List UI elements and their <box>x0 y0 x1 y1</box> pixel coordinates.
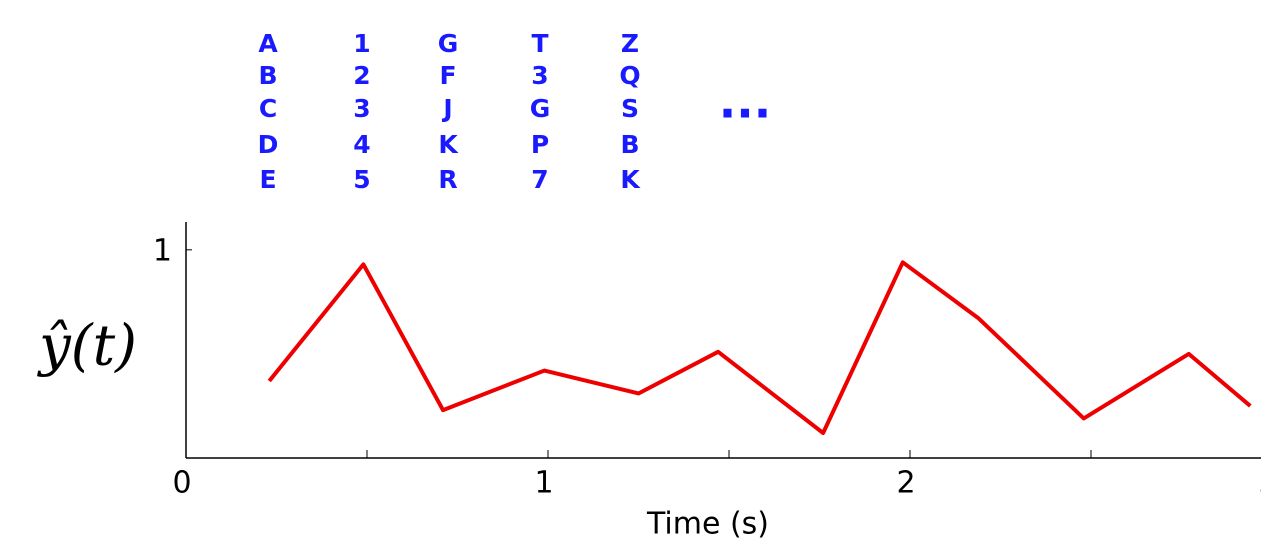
letter: 4 <box>353 130 370 159</box>
letter: G <box>438 29 459 58</box>
line <box>267 260 1252 436</box>
letter: T <box>531 29 548 58</box>
letter: 3 <box>531 61 548 90</box>
letter: E <box>259 165 276 194</box>
letter: J <box>441 94 452 123</box>
letter: 5 <box>353 165 370 194</box>
letter: C <box>259 94 277 123</box>
y-tick-label: 1 <box>153 233 172 268</box>
letter: G <box>530 94 551 123</box>
x-tick-label: 3 <box>1258 466 1261 501</box>
letter: A <box>258 29 278 58</box>
letter: B <box>620 130 639 159</box>
letter: 2 <box>353 61 370 90</box>
letter: R <box>438 165 457 194</box>
x-tick-label: 0 <box>172 466 191 501</box>
letter: Q <box>619 61 640 90</box>
letter: K <box>620 165 641 194</box>
letter: D <box>258 130 279 159</box>
ellipsis: ... <box>719 75 771 129</box>
letter: Z <box>621 29 639 58</box>
x-axis-label: Time (s) <box>646 507 769 542</box>
y-axis-label: ŷ(t) <box>36 314 137 379</box>
letter: B <box>258 61 277 90</box>
letter: 3 <box>353 94 370 123</box>
letter: F <box>439 61 456 90</box>
letter: 1 <box>353 29 370 58</box>
letter: 7 <box>531 165 548 194</box>
letter: S <box>621 94 639 123</box>
letter: K <box>438 130 459 159</box>
x-tick-label: 2 <box>896 466 915 501</box>
x-tick-label: 1 <box>534 466 553 501</box>
letter: P <box>531 130 549 159</box>
